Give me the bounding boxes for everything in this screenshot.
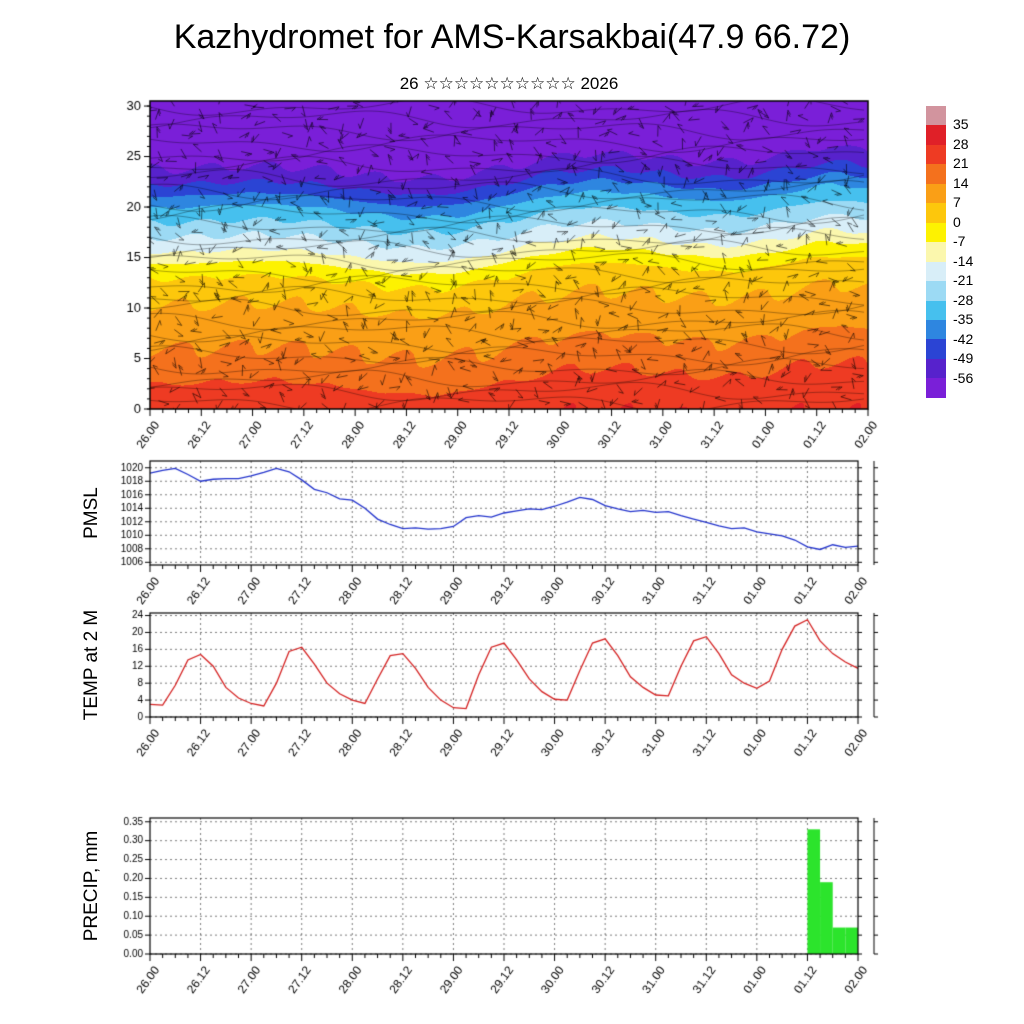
colorbar-tick-label: -21 — [953, 272, 974, 289]
colorbar-tick-label: -42 — [953, 330, 974, 347]
colorbar-segment — [926, 203, 946, 223]
colorbar-segment — [926, 164, 946, 184]
colorbar-segment — [926, 319, 946, 340]
colorbar-segment — [926, 358, 946, 379]
colorbar-segment — [926, 222, 946, 243]
temperature-colorbar — [926, 106, 946, 398]
colorbar-segment — [926, 106, 946, 126]
colorbar-tick-label: 21 — [953, 155, 969, 172]
colorbar-tick-label: 0 — [953, 213, 961, 230]
colorbar-labels: 35 28 21 14 7 0 -7 -14 -21 -28 -35 -42 -49 -56 — [953, 106, 997, 416]
colorbar-segment — [926, 144, 946, 165]
colorbar-tick-label: -14 — [953, 252, 974, 269]
colorbar-tick-label: 35 — [953, 116, 969, 133]
colorbar-segment — [926, 339, 946, 359]
colorbar-tick-label: 28 — [953, 135, 969, 152]
colorbar-tick-label: 7 — [953, 194, 961, 211]
colorbar-tick-label: 14 — [953, 174, 969, 191]
temp2m-panel — [110, 605, 900, 763]
colorbar-segment — [926, 183, 946, 204]
colorbar-tick-label: -28 — [953, 291, 974, 308]
colorbar-segment — [926, 261, 946, 282]
date-subtitle: 26 ☆☆☆☆☆☆☆☆☆☆ 2026 — [399, 74, 619, 93]
colorbar-segment — [926, 281, 946, 301]
colorbar-segment — [926, 125, 946, 145]
precip-axis-label: PRECIP, mm — [81, 830, 102, 942]
pmsl-axis-label: PMSL — [81, 487, 102, 539]
colorbar-segment — [926, 378, 946, 398]
colorbar-tick-label: -56 — [953, 369, 974, 386]
colorbar-tick-label: -49 — [953, 350, 974, 367]
pmsl-panel — [110, 455, 900, 605]
colorbar-segment — [926, 242, 946, 262]
colorbar-segment — [926, 300, 946, 320]
precip-panel — [110, 810, 900, 1010]
colorbar-tick-label: -7 — [953, 233, 966, 250]
colorbar-tick-label: -35 — [953, 311, 974, 328]
temp2m-axis-label: TEMP at 2 M — [81, 609, 102, 721]
cross-section-panel — [110, 95, 880, 457]
page-title: Kazhydromet for AMS-Karsakbai(47.9 66.72… — [173, 18, 851, 56]
